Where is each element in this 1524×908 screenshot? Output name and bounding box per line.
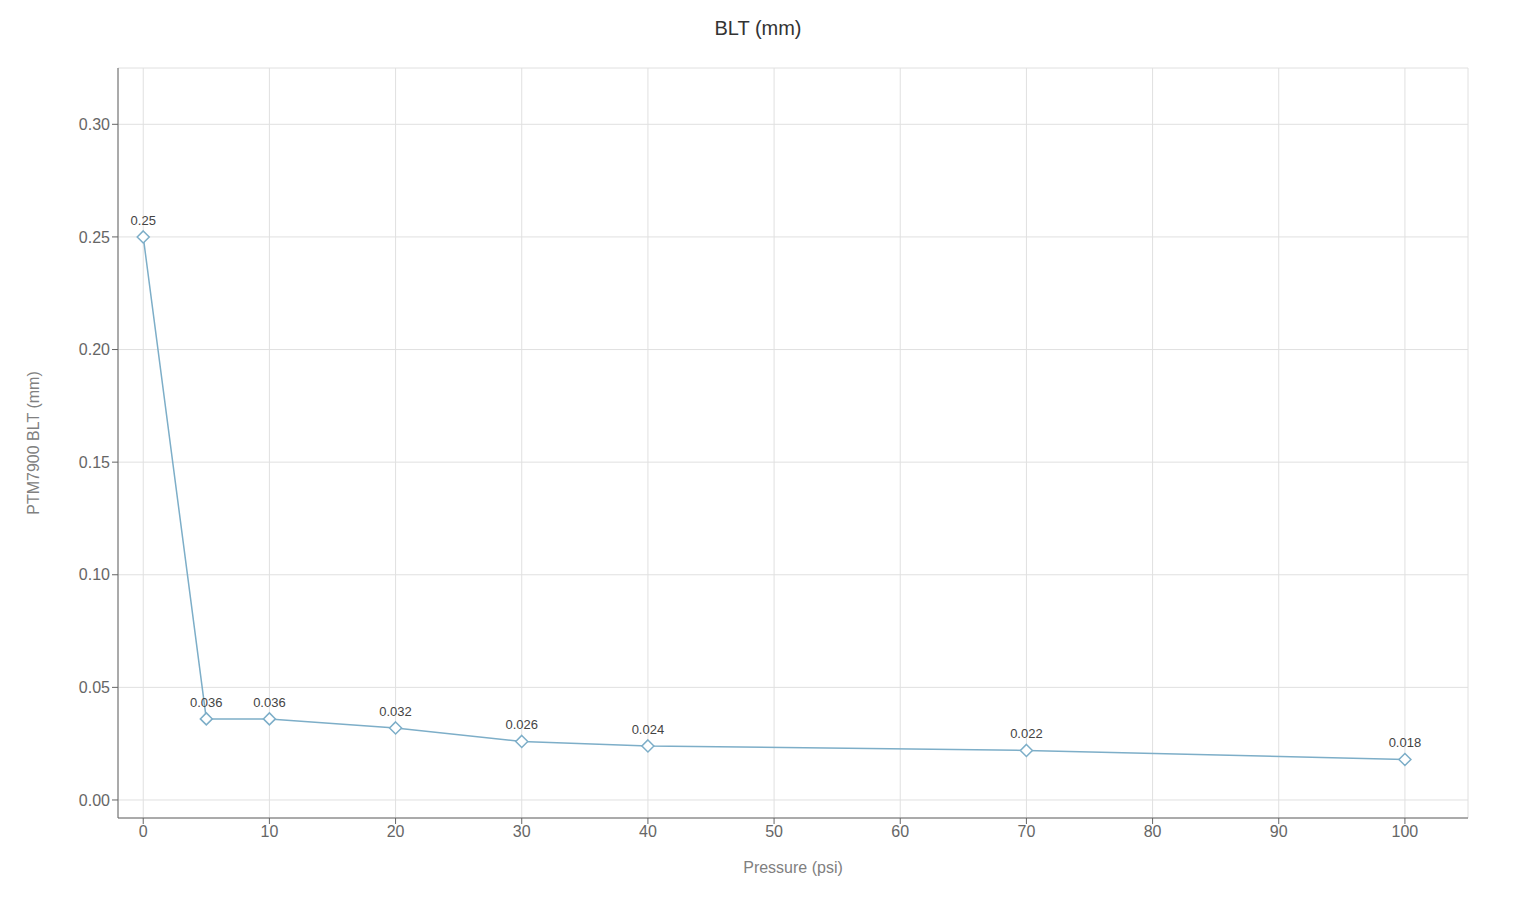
svg-text:0.15: 0.15: [79, 454, 110, 471]
svg-text:30: 30: [513, 823, 531, 840]
svg-text:80: 80: [1144, 823, 1162, 840]
svg-text:0.00: 0.00: [79, 792, 110, 809]
svg-text:0.022: 0.022: [1010, 726, 1043, 741]
html-text:BLT (mm): BLT (mm): [714, 17, 802, 39]
svg-text:0.10: 0.10: [79, 566, 110, 583]
svg-text:70: 70: [1018, 823, 1036, 840]
svg-text:0.032: 0.032: [379, 704, 412, 719]
svg-text:0.018: 0.018: [1389, 735, 1422, 750]
svg-text:0.05: 0.05: [79, 679, 110, 696]
svg-text:20: 20: [387, 823, 405, 840]
svg-text:PTM7900 BLT (mm): PTM7900 BLT (mm): [25, 371, 42, 514]
svg-text:90: 90: [1270, 823, 1288, 840]
svg-text:0: 0: [139, 823, 148, 840]
svg-text:0.25: 0.25: [131, 213, 156, 228]
svg-text:0.036: 0.036: [190, 695, 223, 710]
svg-text:10: 10: [261, 823, 279, 840]
svg-text:0.024: 0.024: [632, 722, 665, 737]
svg-text:0.25: 0.25: [79, 229, 110, 246]
svg-text:50: 50: [765, 823, 783, 840]
svg-text:0.036: 0.036: [253, 695, 286, 710]
svg-text:40: 40: [639, 823, 657, 840]
svg-text:60: 60: [891, 823, 909, 840]
svg-text:0.20: 0.20: [79, 341, 110, 358]
svg-text:0.30: 0.30: [79, 116, 110, 133]
svg-text:Pressure (psi): Pressure (psi): [743, 859, 843, 876]
svg-text:100: 100: [1392, 823, 1419, 840]
svg-text:0.026: 0.026: [505, 717, 538, 732]
